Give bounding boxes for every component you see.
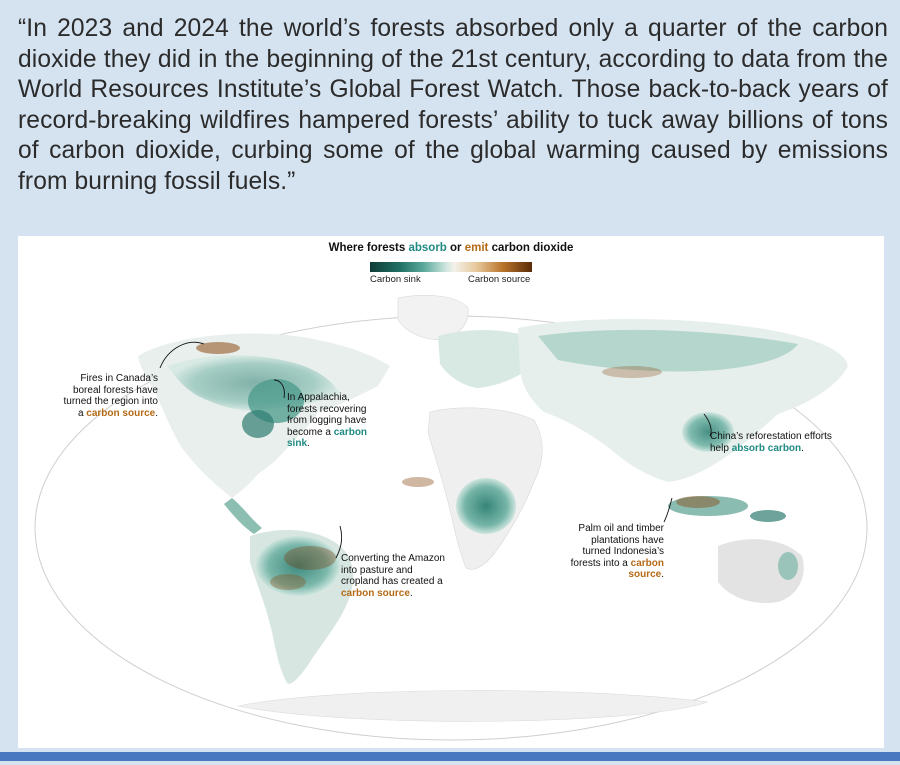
map-title: Where forests absorb or emit carbon diox… <box>18 242 884 254</box>
legend-source-label: Carbon source <box>468 274 531 285</box>
title-or: or <box>450 242 462 254</box>
title-absorb: absorb <box>408 242 447 254</box>
antarctica <box>237 690 709 722</box>
map-panel: Where forests absorb or emit carbon diox… <box>18 236 884 748</box>
appalachia-leader-line <box>273 379 285 399</box>
canada-leader-line <box>159 341 205 369</box>
china-leader-line <box>703 413 712 437</box>
appalachia-end: . <box>307 438 310 450</box>
annotation-appalachia: In Appalachia, forests recovering from l… <box>287 392 381 450</box>
china-end: . <box>801 442 804 454</box>
title-prefix: Where forests <box>328 242 406 254</box>
amazon-end: . <box>409 587 413 599</box>
appalachia-highlight: carbon sink <box>287 426 368 450</box>
title-emit: emit <box>464 242 489 254</box>
canada-highlight: carbon source <box>86 407 156 419</box>
europe <box>438 330 532 388</box>
indonesia-text: Palm oil and timber plantations have tur… <box>570 523 664 569</box>
annotation-canada: Fires in Canada’s boreal forests have tu… <box>62 373 158 419</box>
appalachia-text: In Appalachia, forests recovering from l… <box>287 392 367 438</box>
amazon-highlight: carbon source <box>341 587 410 599</box>
annotation-indonesia: Palm oil and timber plantations have tur… <box>570 523 664 581</box>
indonesia <box>668 496 748 516</box>
legend-color-scale <box>370 262 532 272</box>
amazon-leader-line <box>335 525 343 559</box>
indonesia-leader-line <box>663 497 673 523</box>
legend-sink-label: Carbon sink <box>370 274 421 285</box>
title-suffix: carbon dioxide <box>491 242 574 254</box>
canada-end: . <box>155 407 158 419</box>
indonesia-highlight: carbon source <box>628 557 664 581</box>
indonesia-end: . <box>661 569 664 581</box>
world-map <box>34 294 868 741</box>
bottom-accent-bar <box>0 752 900 761</box>
greenland <box>397 294 469 341</box>
canada-text: Fires in Canada’s boreal forests have tu… <box>63 373 158 419</box>
quote-text: “In 2023 and 2024 the world’s forests ab… <box>18 15 888 195</box>
amazon-text: Converting the Amazon into pasture and c… <box>341 553 445 588</box>
china-text: China’s reforestation efforts help <box>710 431 832 454</box>
annotation-amazon: Converting the Amazon into pasture and c… <box>341 553 451 599</box>
china-highlight: absorb carbon <box>731 442 802 454</box>
annotation-china: China’s reforestation efforts help absor… <box>710 431 850 454</box>
central-america <box>224 498 262 534</box>
